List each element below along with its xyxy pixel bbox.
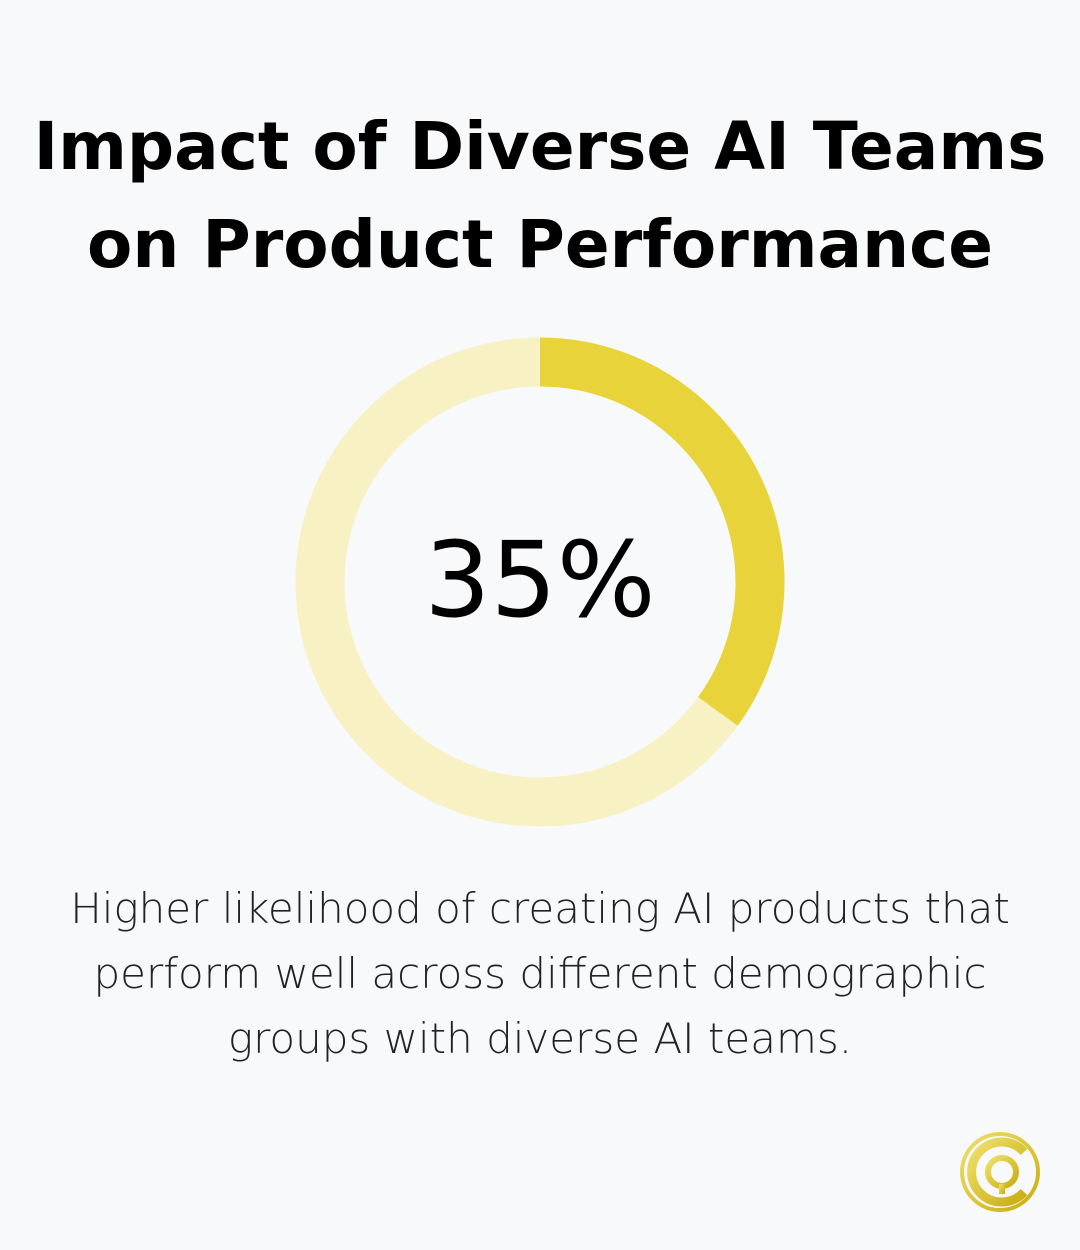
chart-title: Impact of Diverse AI Teams on Product Pe… <box>33 108 1047 283</box>
donut-chart <box>295 337 785 827</box>
donut-value-label: 35% <box>424 519 656 641</box>
brand-logo-icon <box>960 1132 1040 1212</box>
donut-value-slice <box>295 337 785 827</box>
description-text: Higher likelihood of creating AI product… <box>70 884 1010 1063</box>
